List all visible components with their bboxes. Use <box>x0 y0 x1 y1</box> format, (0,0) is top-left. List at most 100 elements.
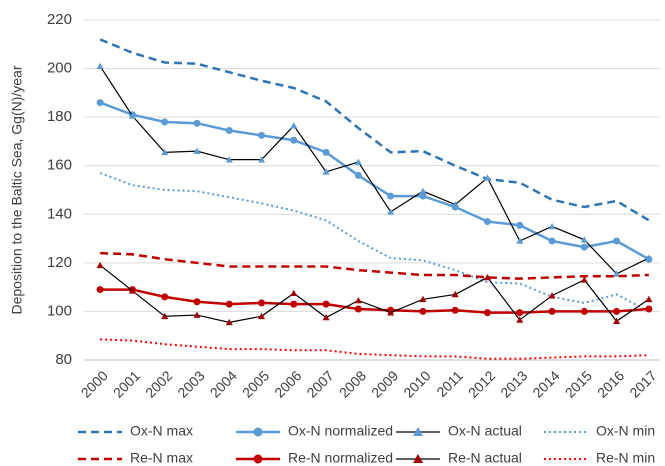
marker <box>645 295 653 303</box>
marker <box>548 292 556 299</box>
x-tick-label: 2013 <box>497 367 530 400</box>
marker <box>645 254 653 261</box>
x-tick-label: 2009 <box>368 367 401 400</box>
marker <box>419 307 427 315</box>
marker <box>322 300 330 308</box>
marker <box>161 148 169 156</box>
x-tick-label: 2004 <box>207 367 240 400</box>
marker <box>516 316 524 323</box>
marker <box>225 318 233 326</box>
marker <box>290 289 298 297</box>
y-tick-label: 160 <box>47 157 72 174</box>
marker <box>193 119 201 127</box>
series-line <box>99 65 650 275</box>
x-tick-label: 2017 <box>626 367 659 400</box>
marker <box>387 192 395 200</box>
marker <box>580 307 588 315</box>
x-tick-label: 2006 <box>271 367 304 400</box>
y-tick-label: 220 <box>47 11 72 28</box>
marker <box>322 168 330 175</box>
marker <box>96 62 104 69</box>
marker <box>483 273 491 281</box>
legend-label: Re-N normalized <box>288 450 393 466</box>
marker <box>193 298 201 306</box>
marker <box>580 276 588 283</box>
x-tick-label: 2016 <box>594 367 627 400</box>
marker <box>613 307 621 315</box>
marker <box>613 317 621 324</box>
marker <box>290 122 298 129</box>
legend-label: Re-N min <box>596 450 655 466</box>
marker <box>613 237 621 245</box>
marker <box>322 314 330 321</box>
marker <box>451 201 459 208</box>
series-line <box>100 251 649 280</box>
marker <box>290 136 298 144</box>
y-tick-label: 80 <box>55 351 72 368</box>
marker <box>548 237 556 245</box>
x-tick-label: 2007 <box>303 367 336 400</box>
marker <box>161 118 169 126</box>
marker <box>580 236 588 243</box>
marker <box>483 218 491 226</box>
marker <box>580 243 588 251</box>
marker <box>419 192 427 200</box>
marker <box>290 300 298 308</box>
legend-label: Ox-N min <box>596 423 655 439</box>
marker <box>483 174 491 181</box>
legend-label: Re-N actual <box>448 450 522 466</box>
marker <box>96 286 104 294</box>
marker <box>413 427 423 436</box>
marker <box>451 306 459 314</box>
marker <box>193 147 201 154</box>
series-line <box>99 101 650 261</box>
y-tick-label: 140 <box>47 205 72 222</box>
legend-label: Ox-N max <box>130 423 193 439</box>
x-tick-label: 2000 <box>78 367 111 400</box>
legend-label: Ox-N normalized <box>288 423 393 439</box>
y-tick-label: 120 <box>47 254 72 271</box>
marker <box>258 312 266 320</box>
x-tick-label: 2008 <box>336 367 369 400</box>
marker <box>548 307 556 315</box>
marker <box>161 312 169 320</box>
y-tick-label: 200 <box>47 60 72 77</box>
series-line <box>99 264 650 323</box>
x-tick-label: 2001 <box>110 367 143 400</box>
x-tick-label: 2012 <box>465 367 498 400</box>
marker <box>225 300 233 308</box>
marker <box>253 454 263 464</box>
marker <box>645 305 653 313</box>
marker <box>354 158 362 165</box>
marker <box>483 309 491 317</box>
marker <box>258 131 266 139</box>
marker <box>258 156 266 163</box>
marker <box>253 427 263 437</box>
marker <box>419 187 427 195</box>
marker <box>354 305 362 313</box>
marker <box>96 261 104 269</box>
marker <box>161 293 169 301</box>
marker <box>225 127 233 134</box>
x-tick-label: 2014 <box>529 367 562 400</box>
series-line <box>100 288 649 314</box>
series-line <box>99 38 650 222</box>
x-tick-label: 2015 <box>562 367 595 400</box>
x-tick-label: 2011 <box>433 367 466 400</box>
marker <box>258 299 266 307</box>
marker <box>128 287 136 294</box>
marker <box>225 156 233 163</box>
series-line <box>100 338 649 360</box>
marker <box>193 311 201 318</box>
marker <box>413 454 423 463</box>
marker <box>516 221 524 229</box>
marker <box>516 309 524 317</box>
x-tick-label: 2002 <box>142 367 175 400</box>
x-tick-label: 2003 <box>174 367 207 400</box>
marker <box>419 295 427 303</box>
series-line <box>99 172 650 313</box>
y-tick-label: 180 <box>47 108 72 125</box>
y-tick-label: 100 <box>47 302 72 319</box>
x-tick-label: 2005 <box>239 367 272 400</box>
